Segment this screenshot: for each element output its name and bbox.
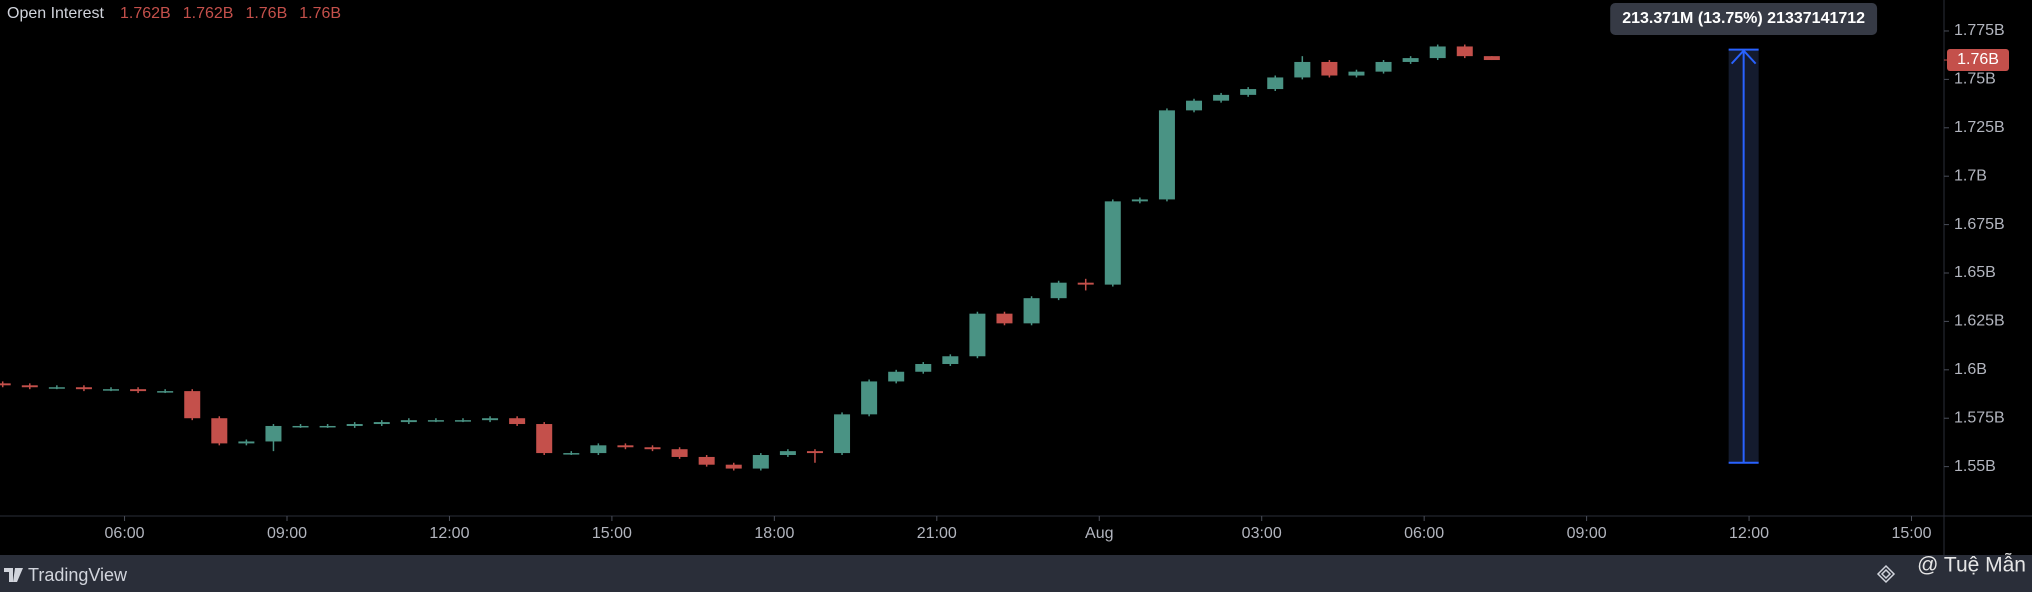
candle-body (834, 414, 851, 454)
x-tick-label: 09:00 (1567, 525, 1607, 542)
candle-body (644, 447, 661, 450)
watermark-icon (1876, 564, 1896, 584)
candle-body (292, 425, 309, 428)
y-tick-label: 1.575B (1954, 409, 2005, 426)
candle-body (617, 445, 634, 448)
x-tick-label: 12:00 (429, 525, 469, 542)
x-tick-label: 09:00 (267, 525, 307, 542)
measure-label: 213.371M (13.75%) 21337141712 (1622, 10, 1865, 27)
candle-body (942, 356, 959, 365)
candle-body (1131, 199, 1148, 202)
chart-title: Open Interest (7, 5, 105, 22)
x-tick-label: 03:00 (1242, 525, 1282, 542)
candle-body (996, 313, 1013, 324)
candle-body (752, 455, 769, 469)
candle-body (915, 364, 932, 372)
candle-body (725, 464, 742, 469)
candle-body (238, 441, 255, 444)
candle-body (157, 391, 174, 393)
candle-body (888, 371, 905, 382)
candle-body (265, 425, 282, 442)
last-price-badge (1947, 49, 2009, 72)
x-tick-label: 06:00 (105, 525, 145, 542)
measure-arrowhead (1730, 49, 1757, 65)
candle-body (1104, 201, 1121, 285)
x-tick-label: 15:00 (1891, 525, 1931, 542)
y-tick-label: 1.725B (1954, 119, 2005, 136)
header-value: 1.76B (245, 5, 287, 22)
brand-logo (4, 568, 23, 582)
candle-body (509, 418, 526, 425)
candle-body (1186, 100, 1203, 111)
header-value: 1.762B (120, 5, 171, 22)
watermark: @ Tuệ Mẫn (1917, 554, 2026, 577)
y-tick-label: 1.55B (1954, 458, 1996, 475)
candle-body (75, 387, 92, 390)
candle-body (21, 385, 38, 388)
candle-body (1348, 71, 1365, 76)
measure-tooltip (1610, 3, 1878, 35)
candle-body (536, 424, 553, 454)
candle-body (969, 313, 986, 357)
candle-body (373, 422, 390, 425)
candle-body (1267, 77, 1284, 90)
last-price-label: 1.76B (1957, 51, 1999, 68)
candle-body (861, 381, 878, 415)
y-tick-label: 1.75B (1954, 71, 1996, 88)
x-tick-label: 15:00 (592, 525, 632, 542)
candle-body (400, 420, 417, 423)
candle-body (130, 389, 147, 392)
candle-body (1213, 94, 1230, 101)
y-tick-label: 1.6B (1954, 361, 1987, 378)
x-tick-label: 21:00 (917, 525, 957, 542)
candle-body (1375, 61, 1392, 72)
candle-body (1456, 46, 1473, 57)
candle-body (1158, 110, 1175, 200)
candle-body (1023, 298, 1040, 324)
y-tick-label: 1.675B (1954, 216, 2005, 233)
candle-body (1294, 61, 1311, 78)
x-tick-label: 18:00 (754, 525, 794, 542)
header-value: 1.762B (183, 5, 234, 22)
candle-body (184, 391, 201, 419)
header-value: 1.76B (299, 5, 341, 22)
y-tick-label: 1.625B (1954, 313, 2005, 330)
candle-body (48, 387, 65, 389)
candle-body (103, 389, 120, 391)
brand: TradingView (28, 565, 128, 585)
candle-body (1077, 282, 1094, 285)
candle-body (0, 383, 11, 386)
candle-body (1429, 46, 1446, 59)
candle-body (1483, 56, 1500, 61)
candle-body (698, 456, 715, 465)
candle-body (211, 418, 228, 444)
candle-body (482, 418, 499, 421)
candle-body (319, 425, 336, 428)
x-tick-label: 06:00 (1404, 525, 1444, 542)
y-tick-label: 1.775B (1954, 22, 2005, 39)
candle-body (1050, 282, 1067, 299)
candle-body (671, 449, 688, 457)
candle-body (563, 453, 580, 455)
candle-body (806, 451, 823, 454)
candle-body (590, 445, 607, 454)
footer-bar (0, 555, 2032, 592)
candle-body (779, 451, 796, 456)
x-tick-label: 12:00 (1729, 525, 1769, 542)
candle-body (1402, 58, 1419, 62)
candle-body (427, 420, 444, 422)
candle-body (454, 420, 471, 422)
y-tick-label: 1.65B (1954, 264, 1996, 281)
y-tick-label: 1.7B (1954, 167, 1987, 184)
candle-body (346, 424, 363, 426)
candle-body (1321, 61, 1338, 76)
x-tick-label: Aug (1085, 525, 1113, 542)
candle-body (1240, 89, 1257, 95)
